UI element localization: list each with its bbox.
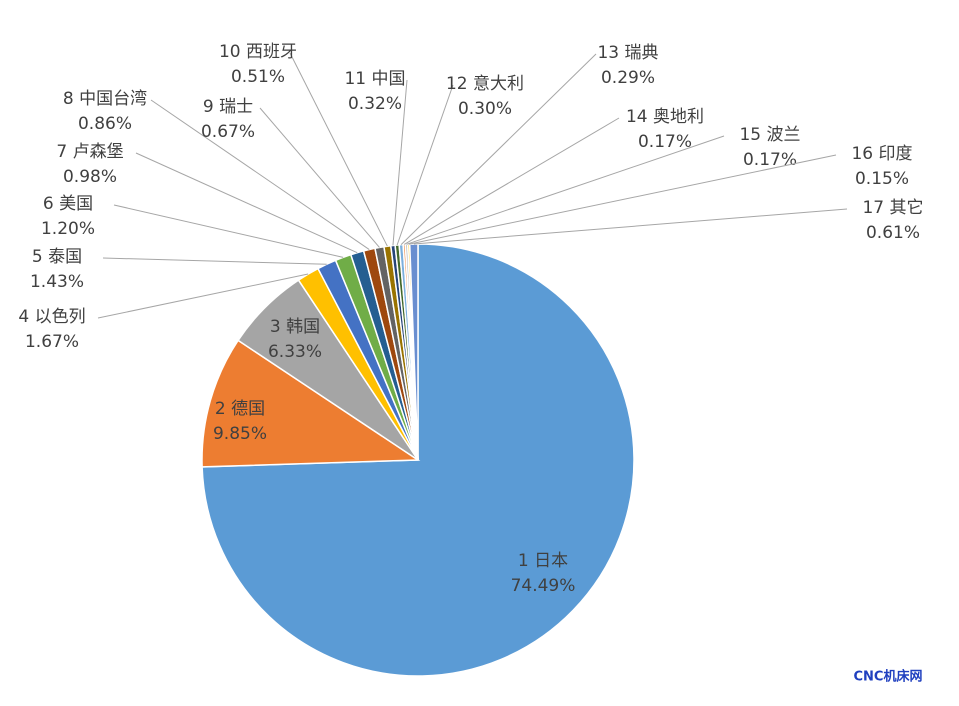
slice-label: 8 中国台湾 — [63, 89, 147, 109]
pie — [201, 243, 635, 677]
slice-label: 10 西班牙 — [219, 42, 297, 62]
leader-line — [406, 135, 725, 245]
slice-label: 11 中国 — [344, 69, 405, 89]
leader-line — [392, 79, 408, 246]
slice-label: 13 瑞典 — [597, 43, 658, 63]
slice-value: 0.32% — [348, 94, 402, 114]
slice-value: 74.49% — [511, 576, 576, 596]
slice-value: 0.51% — [231, 67, 285, 87]
leader-line — [113, 204, 344, 258]
leader-line — [400, 53, 597, 246]
slice-label: 14 奥地利 — [626, 107, 704, 127]
leader-line — [396, 84, 454, 246]
pie-slice — [201, 339, 421, 468]
leader-line — [259, 107, 380, 248]
slice-value: 1.67% — [25, 332, 79, 352]
slice-label: 6 美国 — [43, 194, 93, 214]
slice-value: 0.17% — [638, 132, 692, 152]
slice-value: 0.86% — [78, 114, 132, 134]
slice-value: 6.33% — [268, 342, 322, 362]
slice-label: 3 韩国 — [270, 317, 320, 337]
leader-line — [150, 99, 370, 250]
slice-value: 1.20% — [41, 219, 95, 239]
slice-value: 1.43% — [30, 272, 84, 292]
slice-value: 0.17% — [743, 150, 797, 170]
slice-value: 0.15% — [855, 169, 909, 189]
slice-label: 5 泰国 — [32, 247, 82, 267]
slice-label: 12 意大利 — [446, 74, 524, 94]
slice-label: 4 以色列 — [18, 307, 85, 327]
slice-value: 0.61% — [866, 223, 920, 243]
slice-label: 15 波兰 — [739, 125, 800, 145]
slice-value: 0.30% — [458, 99, 512, 119]
leader-line — [413, 208, 848, 245]
slice-value: 0.98% — [63, 167, 117, 187]
slice-value: 9.85% — [213, 424, 267, 444]
slice-label: 7 卢森堡 — [56, 142, 123, 162]
slice-label: 9 瑞士 — [203, 97, 253, 117]
slice-label: 17 其它 — [862, 198, 923, 218]
watermark: CNC机床网 — [854, 669, 923, 685]
slice-label: 2 德国 — [215, 399, 265, 419]
leader-line — [289, 52, 388, 247]
slice-label: 16 印度 — [851, 144, 912, 164]
leader-line — [102, 257, 327, 265]
slice-label: 1 日本 — [518, 551, 568, 571]
slice-value: 0.67% — [201, 122, 255, 142]
slice-value: 0.29% — [601, 68, 655, 88]
leader-line — [403, 117, 620, 245]
leader-line — [97, 273, 309, 319]
leader-line — [408, 154, 837, 245]
leader-line — [135, 152, 358, 254]
